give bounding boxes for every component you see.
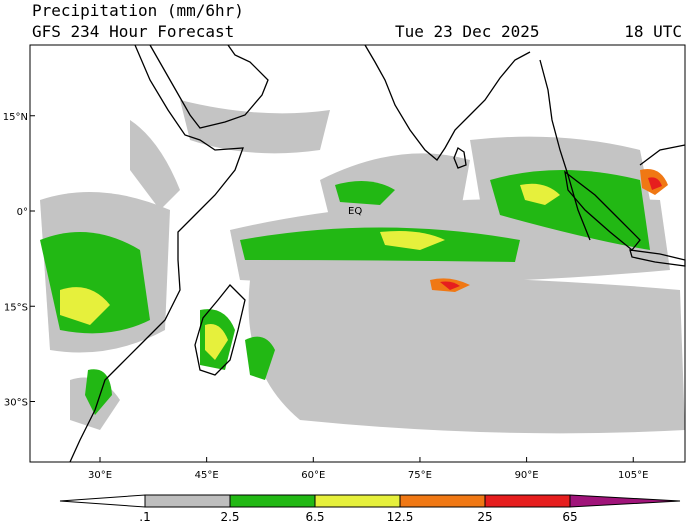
title: Precipitation (mm/6hr)	[32, 1, 244, 20]
colorbar-segment	[399, 494, 486, 508]
lon-tick-label: 60°E	[301, 470, 325, 481]
colorbar-label: 25	[477, 510, 492, 524]
lon-tick-label: 30°E	[88, 470, 112, 481]
colorbar-end	[59, 494, 146, 508]
subtitle: GFS 234 Hour Forecast	[32, 22, 234, 41]
time: 18 UTC	[624, 22, 682, 41]
lat-tick-label: 15°N	[3, 112, 28, 123]
colorbar-label: .1	[139, 510, 150, 524]
colorbar-label: 12.5	[387, 510, 414, 524]
map-frame	[29, 44, 686, 463]
colorbar-segment	[144, 494, 231, 508]
lon-tick-label: 75°E	[408, 470, 432, 481]
date: Tue 23 Dec 2025	[395, 22, 540, 41]
colorbar-segment	[314, 494, 401, 508]
colorbar-label: 6.5	[305, 510, 324, 524]
colorbar-end	[569, 494, 681, 508]
lon-tick-label: 45°E	[195, 470, 219, 481]
coastlines: EQ	[69, 44, 686, 463]
lat-tick-label: 0°	[17, 207, 28, 218]
colorbar-segment	[229, 494, 316, 508]
colorbar-label: 65	[562, 510, 577, 524]
lon-tick-label: 105°E	[618, 470, 648, 481]
lon-tick-label: 90°E	[515, 470, 539, 481]
lat-tick-label: 30°S	[4, 398, 28, 409]
colorbar-label: 2.5	[220, 510, 239, 524]
colorbar-segment	[484, 494, 571, 508]
eq-label: EQ	[348, 206, 362, 217]
precip-field	[40, 100, 686, 434]
lat-tick-label: 15°S	[4, 302, 28, 313]
